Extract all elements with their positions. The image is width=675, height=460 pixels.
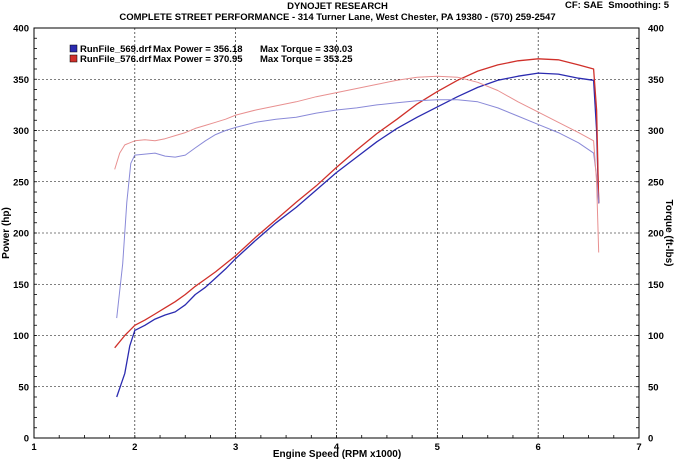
series-line-torque xyxy=(114,75,600,253)
x-tick-label: 4 xyxy=(334,442,340,453)
x-tick-label: 1 xyxy=(31,442,37,453)
x-tick-label: 7 xyxy=(636,442,641,453)
legend-swatch xyxy=(69,54,78,63)
legend-file: RunFile_569.drf xyxy=(80,44,152,55)
y-tick-label: 300 xyxy=(13,126,29,137)
legend-max-torque: Max Torque = 353.25 xyxy=(260,54,353,65)
y-tick-label: 100 xyxy=(13,331,29,342)
y2-tick-label: 0 xyxy=(648,434,653,445)
correction-info: CF: SAE Smoothing: 5 xyxy=(565,0,669,11)
series-line-power xyxy=(116,72,600,398)
legend-max-power: Max Power = 370.95 xyxy=(153,54,243,65)
y2-tick-label: 250 xyxy=(648,177,664,188)
x-tick-label: 5 xyxy=(435,442,441,453)
smoothing-level: Smoothing: 5 xyxy=(608,0,669,11)
legend-swatch xyxy=(69,44,78,53)
y2-axis-label: Torque (ft-lbs) xyxy=(663,199,674,266)
y2-tick-label: 150 xyxy=(648,280,664,291)
x-tick-label: 2 xyxy=(132,442,137,453)
y2-tick-label: 50 xyxy=(648,382,659,393)
x-tick-label: 3 xyxy=(233,442,238,453)
y-tick-label: 250 xyxy=(13,177,29,188)
chart-subtitle: COMPLETE STREET PERFORMANCE - 314 Turner… xyxy=(119,12,556,23)
y2-tick-label: 100 xyxy=(648,331,664,342)
legend: RunFile_569.drf Max Power = 356.18 Max Tor… xyxy=(69,44,353,65)
legend-max-power: Max Power = 356.18 xyxy=(153,44,243,55)
series-line-torque xyxy=(116,99,600,319)
y-tick-label: 200 xyxy=(13,229,29,240)
y2-tick-label: 200 xyxy=(648,229,664,240)
grid-lines xyxy=(34,28,639,438)
y2-tick-label: 350 xyxy=(648,75,664,86)
axis-ticks: 0 0 50 50 100 100 150 150 200 200 250 250 300 300 350 3… xyxy=(13,24,664,454)
y-axis-label: Power (hp) xyxy=(1,207,12,259)
series-layer xyxy=(114,58,600,398)
y-tick-label: 350 xyxy=(13,75,29,86)
x-axis-label: Engine Speed (RPM x1000) xyxy=(273,449,401,460)
legend-max-torque: Max Torque = 330.03 xyxy=(260,44,353,55)
correction-factor: CF: SAE xyxy=(565,0,604,11)
y-tick-label: 150 xyxy=(13,280,29,291)
series-line-power xyxy=(114,58,600,349)
x-tick-label: 6 xyxy=(536,442,541,453)
chart-title: DYNOJET RESEARCH xyxy=(287,1,388,12)
y-tick-label: 400 xyxy=(13,24,29,35)
y2-tick-label: 400 xyxy=(648,24,664,35)
y-tick-label: 0 xyxy=(24,434,29,445)
legend-file: RunFile_576.drf xyxy=(80,54,152,65)
y-tick-label: 50 xyxy=(18,382,29,393)
y2-tick-label: 300 xyxy=(648,126,664,137)
